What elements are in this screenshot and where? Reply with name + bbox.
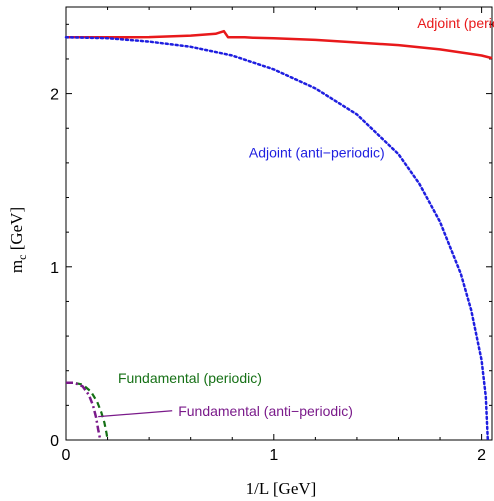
plot-border (65, 6, 493, 441)
x-tick-label: 2 (477, 447, 486, 464)
y-tick-label: 0 (50, 433, 59, 450)
x-axis-title: 1/L [GeV] (246, 479, 317, 498)
x-tick-label: 1 (269, 447, 278, 464)
annotation-label-0: Adjoint (periodic) (417, 15, 494, 31)
series-line-0 (66, 29, 493, 60)
y-axis-title-sub: c (15, 255, 29, 260)
series-line-2 (66, 381, 109, 441)
y-axis-title: mc [GeV] (7, 207, 29, 273)
y-tick-label: 2 (50, 87, 59, 104)
y-axis-title-main: m (7, 260, 26, 273)
axis-ticks: 0 1 2 0 1 2 (50, 7, 492, 464)
series-line-1 (64, 36, 490, 442)
annotation-label-3: Fundamental (anti−periodic) (178, 403, 353, 419)
annotation-label-2: Fundamental (periodic) (118, 370, 262, 386)
series-line-3 (66, 381, 102, 441)
annotation-label-1: Adjoint (anti−periodic) (249, 145, 385, 161)
y-tick-label: 1 (50, 260, 59, 277)
series-lines (64, 29, 493, 442)
plot-frame (65, 6, 493, 441)
y-axis-title-unit: [GeV] (7, 207, 26, 255)
annotations: Adjoint (periodic) Adjoint (anti−periodic… (98, 15, 494, 419)
x-tick-label: 0 (62, 447, 71, 464)
annotation-pointer (98, 410, 173, 418)
